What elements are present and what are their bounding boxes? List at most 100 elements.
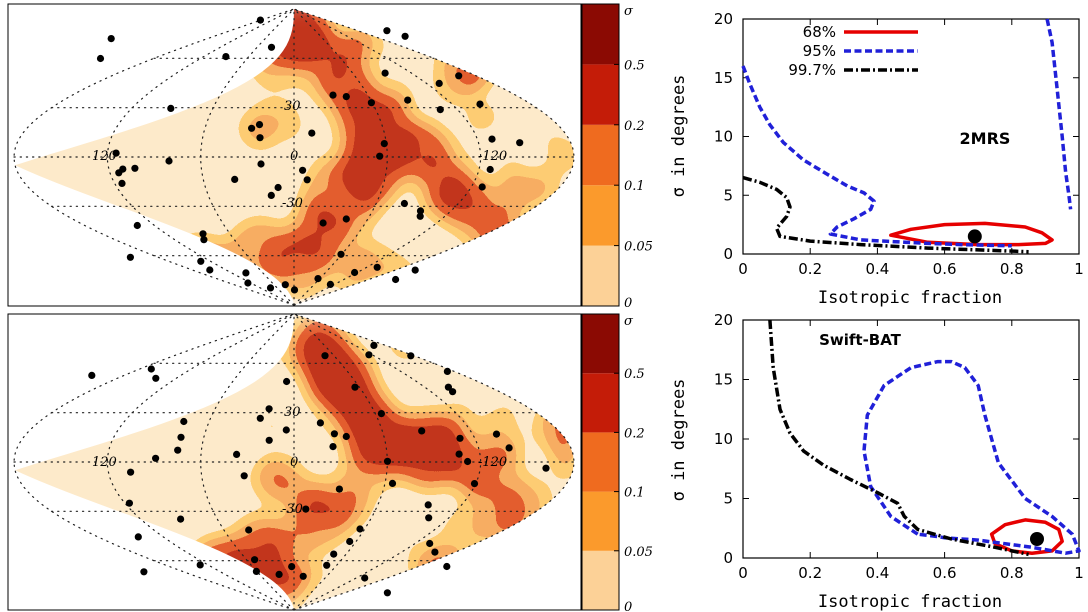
density-clump (491, 394, 521, 425)
contour-95-line (1045, 18, 1073, 210)
density-clump (306, 353, 351, 398)
source-marker (180, 417, 188, 426)
x-tick-label: 0.4 (865, 260, 889, 278)
density-clump (263, 458, 285, 480)
contour-curves (741, 18, 1073, 254)
colorbar-tick-label: 0 (624, 296, 632, 311)
source-marker (316, 419, 324, 427)
source-marker (351, 268, 359, 277)
source-marker (488, 135, 496, 143)
colorbar-segment (582, 4, 619, 65)
source-marker (165, 157, 173, 165)
grid-label-lon-120: 120 (92, 455, 117, 470)
grid-label-lon-minus-120: -120 (478, 455, 507, 470)
x-tick-label: 0.2 (798, 260, 822, 278)
density-clump (289, 415, 332, 459)
source-marker (240, 472, 248, 480)
grid-label-lon-120: 120 (92, 149, 117, 164)
source-marker (383, 589, 391, 597)
grid-meridian (106, 313, 295, 611)
source-marker (244, 279, 252, 287)
grid-label-lat-30: 30 (284, 99, 301, 114)
legend: 68% 95% 99.7% (788, 23, 918, 79)
source-marker (455, 72, 463, 80)
source-marker (342, 215, 350, 223)
source-marker (256, 134, 264, 142)
source-marker (252, 567, 260, 576)
x-tick-label: 0.4 (865, 564, 889, 582)
source-marker (233, 450, 241, 458)
best-fit-point (967, 229, 982, 244)
colorbar-segment (582, 432, 619, 492)
source-marker (118, 179, 126, 187)
density-clump (291, 233, 327, 269)
colorbar-frame (581, 3, 620, 307)
y-tick-label: 5 (723, 186, 733, 204)
legend-label-99-7: 99.7% (788, 61, 836, 79)
x-tick-label: 1 (1074, 260, 1084, 278)
contour-99-7-line (742, 175, 1029, 254)
colorbar-tick-label: 0 (624, 600, 632, 612)
source-marker (342, 93, 350, 101)
source-marker (370, 341, 378, 349)
colorbar-segment (582, 185, 619, 246)
grid-meridian (106, 8, 295, 306)
source-marker (299, 572, 307, 580)
grid-meridian (293, 313, 482, 611)
source-marker (401, 32, 409, 40)
x-tick-label: 0.8 (1000, 564, 1024, 582)
density-clump (238, 108, 278, 148)
source-marker (400, 199, 408, 208)
grid-label-lat-minus-30: -30 (282, 502, 303, 517)
density-clump (417, 154, 466, 204)
contour-99-7-line (768, 319, 1029, 557)
density-clump (245, 378, 273, 406)
source-marker (418, 427, 426, 435)
density-clump (323, 564, 352, 593)
source-marker (257, 160, 265, 168)
source-marker (335, 485, 343, 493)
source-marker (356, 525, 364, 533)
colorbar-segment (582, 124, 619, 186)
source-marker (449, 388, 457, 396)
plot-frame (742, 18, 1080, 255)
source-marker (329, 91, 337, 99)
x-tick-label: 0 (738, 564, 748, 582)
y-tick-label: 10 (714, 128, 733, 146)
source-marker (392, 275, 400, 284)
source-marker (134, 533, 142, 541)
x-tick-label: 0.8 (1000, 260, 1024, 278)
source-marker (330, 430, 338, 438)
source-marker (416, 207, 425, 215)
density-clump (425, 421, 463, 459)
source-marker (282, 426, 290, 434)
density-clump (487, 442, 523, 478)
colorbar-tick-label: σ (624, 314, 634, 329)
density-clump (307, 148, 332, 173)
source-marker (367, 99, 375, 107)
source-marker (222, 53, 230, 61)
source-marker (314, 275, 322, 283)
source-marker (167, 104, 175, 112)
source-marker (133, 221, 141, 230)
source-marker (177, 433, 185, 441)
legend-label-95: 95% (803, 42, 836, 60)
source-marker (96, 54, 105, 63)
x-axis-label: Isotropic fraction (818, 592, 1002, 612)
colorbar-tick-label: 0.5 (624, 367, 645, 382)
x-tick-label: 1 (1074, 564, 1084, 582)
source-marker (542, 464, 550, 472)
source-marker (516, 139, 524, 147)
density-clump (324, 109, 367, 152)
source-marker (470, 480, 479, 488)
density-clump (373, 86, 413, 125)
density-clump (295, 562, 321, 589)
source-marker (383, 457, 392, 465)
x-tick-label: 0.2 (798, 564, 822, 582)
source-marker (326, 280, 334, 288)
x-tick-label: 0.6 (933, 564, 957, 582)
source-marker (245, 526, 253, 534)
source-markers (96, 16, 524, 294)
source-marker (88, 371, 96, 379)
